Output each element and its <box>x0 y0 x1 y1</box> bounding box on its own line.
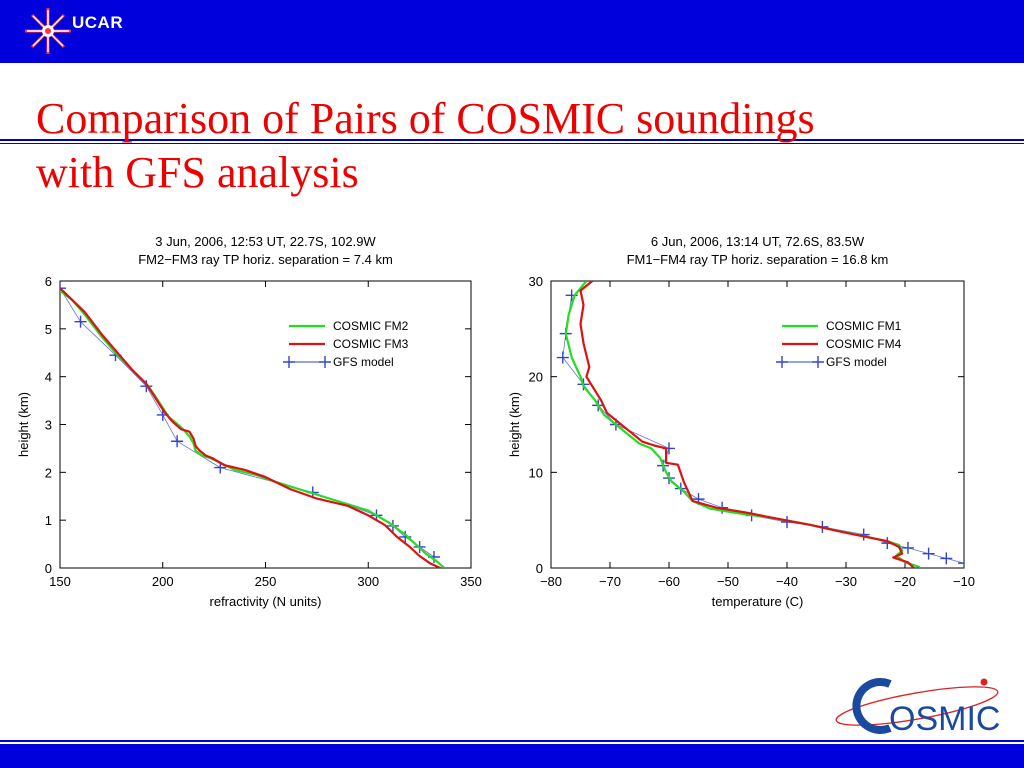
refractivity-chart-y-tick-label: 2 <box>45 465 52 480</box>
refractivity-chart-x-tick-label: 250 <box>255 574 277 589</box>
refractivity-chart-data-point <box>171 435 184 448</box>
temperature-chart-series-1 <box>579 281 915 568</box>
temperature-chart-data-point <box>901 541 914 554</box>
refractivity-chart-y-tick-label: 1 <box>45 513 52 528</box>
refractivity-chart-series-2 <box>60 282 441 563</box>
ucar-logo <box>25 8 71 54</box>
title-rule-thin <box>0 143 1024 144</box>
temperature-chart-legend-marker <box>776 356 788 368</box>
refractivity-chart-x-tick-label: 300 <box>357 574 379 589</box>
top-banner: UCAR <box>0 0 1024 63</box>
refractivity-chart-subtitle: FM2−FM3 ray TP horiz. separation = 7.4 k… <box>138 252 393 267</box>
refractivity-chart-y-tick-label: 6 <box>45 274 52 289</box>
refractivity-chart-legend-marker <box>283 356 295 368</box>
temperature-chart-y-tick-label: 30 <box>529 274 543 289</box>
temperature-chart-series-2 <box>556 289 964 568</box>
refractivity-chart-title: 3 Jun, 2006, 12:53 UT, 22.7S, 102.9W <box>155 234 376 249</box>
temperature-chart-title: 6 Jun, 2006, 13:14 UT, 72.6S, 83.5W <box>651 234 865 249</box>
ucar-logo-text: UCAR <box>72 13 124 32</box>
refractivity-chart-y-axis-label: height (km) <box>16 392 31 457</box>
temperature-chart-data-point <box>940 552 953 565</box>
footer-rule <box>0 740 1024 742</box>
temperature-chart-legend-label: COSMIC FM1 <box>826 319 902 333</box>
refractivity-chart-data-point <box>140 380 153 393</box>
temperature-chart-frame <box>550 280 965 569</box>
slide-title-line2: with GFS analysis <box>36 148 359 197</box>
refractivity-chart-legend: COSMIC FM2 COSMIC FM3 GFS model <box>283 319 409 369</box>
refractivity-chart-legend-label: COSMIC FM2 <box>333 319 409 333</box>
temperature-chart-x-tick-label: −10 <box>953 574 975 589</box>
temperature-chart-x-tick-label: −20 <box>894 574 916 589</box>
refractivity-chart-series-line <box>60 287 441 568</box>
temperature-chart-x-tick-label: −80 <box>540 574 562 589</box>
temperature-chart-x-tick-label: −30 <box>835 574 857 589</box>
temperature-chart-x-axis-label: temperature (C) <box>712 594 804 609</box>
refractivity-chart-y-tick-label: 3 <box>45 418 52 433</box>
temperature-chart-legend: COSMIC FM1 COSMIC FM4 GFS model <box>776 319 902 369</box>
refractivity-chart-y-tick-label: 5 <box>45 322 52 337</box>
cosmic-logo: OSMIC <box>835 678 1000 738</box>
cosmic-logo-text: OSMIC <box>889 700 1000 738</box>
refractivity-chart-data-point <box>74 315 87 328</box>
refractivity-chart-legend-label: GFS model <box>333 355 394 369</box>
title-rule <box>0 139 1024 141</box>
temperature-chart-y-tick-label: 20 <box>529 370 543 385</box>
temperature-chart-legend-marker <box>812 356 824 368</box>
temperature-chart-data-point <box>556 351 569 364</box>
temperature-chart-data-point <box>922 547 935 560</box>
temperature-chart-y-axis-label: height (km) <box>507 392 522 457</box>
temperature-chart-series-line <box>579 281 915 568</box>
temperature-chart-legend-label: GFS model <box>826 355 887 369</box>
slide-title: Comparison of Pairs of COSMIC soundings … <box>36 92 996 200</box>
refractivity-chart-y-tick-label: 4 <box>45 370 52 385</box>
refractivity-chart-x-tick-label: 350 <box>460 574 482 589</box>
temperature-chart-x-tick-label: −70 <box>599 574 621 589</box>
slide-title-line1: Comparison of Pairs of COSMIC soundings <box>36 94 815 143</box>
refractivity-chart-x-tick-label: 150 <box>49 574 71 589</box>
refractivity-chart-legend-label: COSMIC FM3 <box>333 337 409 351</box>
temperature-chart-subtitle: FM1−FM4 ray TP horiz. separation = 16.8 … <box>627 252 889 267</box>
temperature-chart-x-tick-label: −40 <box>776 574 798 589</box>
refractivity-chart-data-point <box>60 282 66 295</box>
temperature-chart: 6 Jun, 2006, 13:14 UT, 72.6S, 83.5W FM1−F… <box>507 234 975 609</box>
refractivity-chart-series-1 <box>60 287 441 568</box>
refractivity-chart-x-tick-label: 200 <box>152 574 174 589</box>
refractivity-chart: 3 Jun, 2006, 12:53 UT, 22.7S, 102.9W FM2−… <box>16 234 482 609</box>
temperature-chart-y-tick-label: 0 <box>536 561 543 576</box>
temperature-chart-legend-label: COSMIC FM4 <box>826 337 902 351</box>
temperature-chart-data-point <box>958 557 964 568</box>
temperature-chart-x-tick-label: −60 <box>658 574 680 589</box>
refractivity-chart-y-tick-label: 0 <box>45 561 52 576</box>
refractivity-chart-plot-area <box>59 280 472 569</box>
temperature-chart-x-tick-label: −50 <box>717 574 739 589</box>
bottom-banner <box>0 744 1024 768</box>
refractivity-chart-legend-marker <box>319 356 331 368</box>
refractivity-chart-frame <box>59 280 472 569</box>
temperature-chart-y-tick-label: 10 <box>529 465 543 480</box>
temperature-chart-plot-area <box>550 280 965 569</box>
refractivity-chart-x-axis-label: refractivity (N units) <box>210 594 322 609</box>
